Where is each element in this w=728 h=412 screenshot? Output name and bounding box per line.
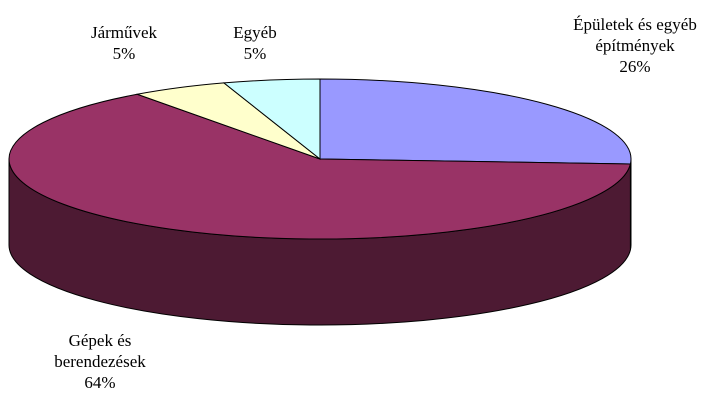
label-other: Egyéb 5% bbox=[210, 22, 300, 64]
pie-slice-0 bbox=[319, 78, 632, 165]
label-machinery-line2: berendezések bbox=[54, 352, 146, 371]
label-buildings-value: 26% bbox=[619, 57, 651, 76]
label-other-value: 5% bbox=[243, 44, 267, 63]
label-vehicles-line1: Járművek bbox=[90, 23, 158, 42]
label-machinery-value: 64% bbox=[84, 373, 116, 392]
label-buildings-line1: Épületek és egyéb bbox=[573, 15, 697, 34]
label-vehicles-value: 5% bbox=[112, 44, 136, 63]
label-vehicles: Járművek 5% bbox=[72, 22, 176, 64]
label-machinery-line1: Gépek és bbox=[68, 331, 132, 350]
label-buildings-line2: építmények bbox=[595, 36, 675, 55]
pie-slice-1 bbox=[8, 93, 632, 240]
label-machinery: Gépek és berendezések 64% bbox=[20, 330, 180, 393]
pie-slice-3 bbox=[222, 78, 321, 161]
label-buildings: Épületek és egyéb építmények 26% bbox=[540, 14, 728, 77]
label-other-line1: Egyéb bbox=[233, 23, 277, 42]
